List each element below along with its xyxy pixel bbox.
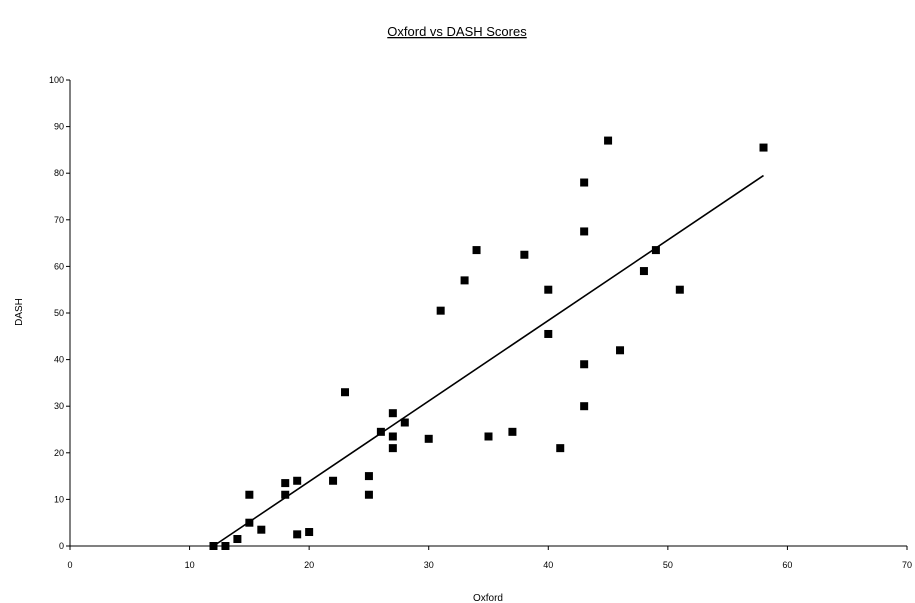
data-point bbox=[604, 136, 613, 145]
data-point bbox=[341, 388, 350, 397]
x-tick-label: 70 bbox=[902, 560, 912, 570]
x-tick-label: 0 bbox=[67, 560, 72, 570]
data-point bbox=[556, 444, 565, 453]
data-point bbox=[245, 490, 254, 499]
data-point bbox=[293, 476, 302, 485]
data-point bbox=[400, 418, 409, 427]
y-tick-label: 100 bbox=[49, 75, 64, 85]
data-point bbox=[364, 490, 373, 499]
data-point bbox=[209, 542, 218, 550]
y-tick-label: 20 bbox=[54, 448, 64, 458]
x-tick-label: 60 bbox=[782, 560, 792, 570]
y-tick-label: 50 bbox=[54, 308, 64, 318]
data-point bbox=[245, 518, 254, 527]
data-point bbox=[544, 285, 553, 294]
data-point bbox=[520, 250, 529, 259]
data-point bbox=[460, 276, 469, 285]
x-axis-label: Oxford bbox=[473, 593, 503, 603]
data-point bbox=[281, 479, 290, 488]
data-points bbox=[209, 136, 768, 550]
data-point bbox=[484, 432, 493, 441]
data-point bbox=[580, 178, 589, 187]
y-tick-label: 30 bbox=[54, 401, 64, 411]
data-point bbox=[257, 525, 266, 534]
y-tick-label: 70 bbox=[54, 215, 64, 225]
data-point bbox=[424, 434, 433, 443]
data-point bbox=[293, 530, 302, 539]
chart-title: Oxford vs DASH Scores bbox=[387, 24, 527, 39]
x-tick-label: 40 bbox=[543, 560, 553, 570]
y-tick-label: 0 bbox=[59, 541, 64, 551]
data-point bbox=[305, 528, 314, 537]
data-point bbox=[376, 427, 385, 436]
x-tick-label: 50 bbox=[663, 560, 673, 570]
x-ticks: 0 10 20 30 40 50 60 70 bbox=[67, 546, 912, 570]
x-tick-label: 10 bbox=[185, 560, 195, 570]
trendline-group bbox=[213, 174, 764, 547]
data-point bbox=[508, 427, 517, 436]
x-tick-label: 20 bbox=[304, 560, 314, 570]
y-tick-label: 40 bbox=[54, 355, 64, 365]
data-point bbox=[388, 409, 397, 418]
data-point bbox=[616, 346, 625, 355]
data-point bbox=[436, 306, 445, 315]
data-point bbox=[580, 227, 589, 236]
data-point bbox=[388, 444, 397, 453]
y-tick-label: 80 bbox=[54, 168, 64, 178]
data-point bbox=[281, 490, 290, 499]
y-tick-label: 60 bbox=[54, 261, 64, 271]
data-point bbox=[544, 329, 553, 338]
y-tick-label: 90 bbox=[54, 122, 64, 132]
data-point bbox=[472, 246, 481, 255]
data-point bbox=[639, 267, 648, 276]
data-point bbox=[759, 143, 768, 152]
y-tick-label: 10 bbox=[54, 494, 64, 504]
data-point bbox=[388, 432, 397, 441]
data-point bbox=[675, 285, 684, 294]
data-point bbox=[221, 542, 230, 550]
data-point bbox=[329, 476, 338, 485]
data-point bbox=[580, 360, 589, 369]
data-point bbox=[651, 246, 660, 255]
trendline bbox=[213, 174, 764, 547]
data-point bbox=[580, 402, 589, 411]
x-tick-label: 30 bbox=[424, 560, 434, 570]
axes bbox=[69, 80, 907, 547]
data-point bbox=[364, 472, 373, 481]
y-axis-label: DASH bbox=[14, 298, 25, 326]
data-point bbox=[233, 535, 242, 544]
y-ticks: 0 10 20 30 40 50 60 70 80 90 100 bbox=[49, 75, 70, 551]
